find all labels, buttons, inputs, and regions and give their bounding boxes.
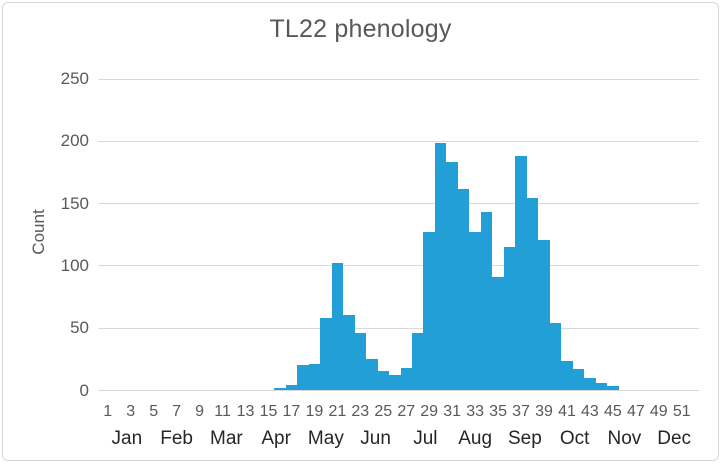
x-week-label: 33 <box>466 403 485 420</box>
x-week-label: 21 <box>328 403 347 420</box>
x-week-label: 11 <box>214 403 231 420</box>
x-week-label: 1 <box>103 403 113 420</box>
bar-week-19 <box>309 364 320 390</box>
x-month-label: Apr <box>261 428 291 449</box>
x-week-label: 41 <box>558 403 576 420</box>
x-week-label: 39 <box>535 403 553 420</box>
x-month-label: Sep <box>507 428 542 449</box>
x-week-label: 25 <box>374 403 393 420</box>
bar-week-34 <box>481 212 492 390</box>
y-axis-title-text: Count <box>29 209 48 255</box>
x-month-label: Nov <box>607 428 642 449</box>
gridline <box>98 202 699 204</box>
bar-week-41 <box>561 361 573 390</box>
x-week-label: 51 <box>672 403 691 420</box>
bar-week-33 <box>469 232 481 390</box>
x-week-label: 5 <box>149 403 159 420</box>
x-week-label: 3 <box>126 403 136 420</box>
bar-week-30 <box>435 143 446 390</box>
bar-week-38 <box>527 198 538 390</box>
gridline <box>98 389 699 391</box>
x-month-label: Oct <box>559 428 590 449</box>
bar-week-24 <box>366 359 378 390</box>
bar-week-42 <box>573 369 584 390</box>
x-week-label: 17 <box>282 403 301 420</box>
x-month-label: Jul <box>413 428 438 449</box>
x-week-label: 29 <box>420 403 439 420</box>
x-month-label: Aug <box>458 428 493 449</box>
bar-week-36 <box>504 247 515 390</box>
bar-week-45 <box>607 386 619 390</box>
x-week-label: 45 <box>603 403 622 420</box>
x-week-label: 47 <box>626 403 645 420</box>
bar-week-44 <box>596 383 607 390</box>
bar-week-16 <box>274 388 286 390</box>
bar-week-27 <box>401 368 412 390</box>
bar-week-26 <box>389 375 401 390</box>
gridline <box>98 264 699 266</box>
x-week-label: 15 <box>259 403 278 420</box>
x-month-label: Jun <box>360 428 391 449</box>
y-tick-label: 100 <box>60 255 89 275</box>
x-week-label: 7 <box>172 403 182 420</box>
bar-week-22 <box>343 315 355 390</box>
x-month-label: Dec <box>657 428 692 449</box>
bar-week-39 <box>538 240 550 390</box>
x-week-label: 19 <box>305 403 324 420</box>
x-month-label: Mar <box>210 428 243 449</box>
bar-week-17 <box>286 385 297 390</box>
x-month-label: Feb <box>160 428 193 449</box>
gridline <box>98 78 699 80</box>
bar-week-29 <box>423 232 435 390</box>
bar-week-35 <box>492 277 504 390</box>
x-month-label: May <box>307 428 344 449</box>
y-tick-label: 50 <box>70 318 89 338</box>
x-week-label: 31 <box>443 403 462 420</box>
bar-week-32 <box>458 189 469 390</box>
bar-week-40 <box>550 323 561 390</box>
bar-week-23 <box>355 333 366 390</box>
x-month-label: Jan <box>111 428 143 449</box>
gridline <box>98 327 699 329</box>
chart-title: TL22 phenology <box>269 15 452 43</box>
bar-week-21 <box>332 263 343 390</box>
x-week-label: 9 <box>195 403 205 420</box>
bar-week-18 <box>297 365 309 390</box>
gridline <box>98 140 699 142</box>
y-tick-label: 250 <box>60 69 89 88</box>
bar-week-25 <box>378 371 389 390</box>
bar-week-37 <box>515 156 527 390</box>
x-week-label: 49 <box>649 403 668 420</box>
y-tick-label: 200 <box>60 131 89 151</box>
x-week-label: 27 <box>397 403 416 420</box>
x-week-label: 37 <box>512 403 530 420</box>
bar-week-31 <box>446 162 458 390</box>
y-tick-label: 150 <box>60 193 89 213</box>
bar-week-28 <box>412 333 423 390</box>
y-tick-label: 0 <box>79 380 89 400</box>
x-week-label: 35 <box>489 403 507 420</box>
x-week-label: 43 <box>581 403 599 420</box>
x-week-label: 13 <box>236 403 255 420</box>
bar-week-43 <box>584 378 596 390</box>
x-week-label: 23 <box>351 403 370 420</box>
bar-week-20 <box>320 318 332 390</box>
